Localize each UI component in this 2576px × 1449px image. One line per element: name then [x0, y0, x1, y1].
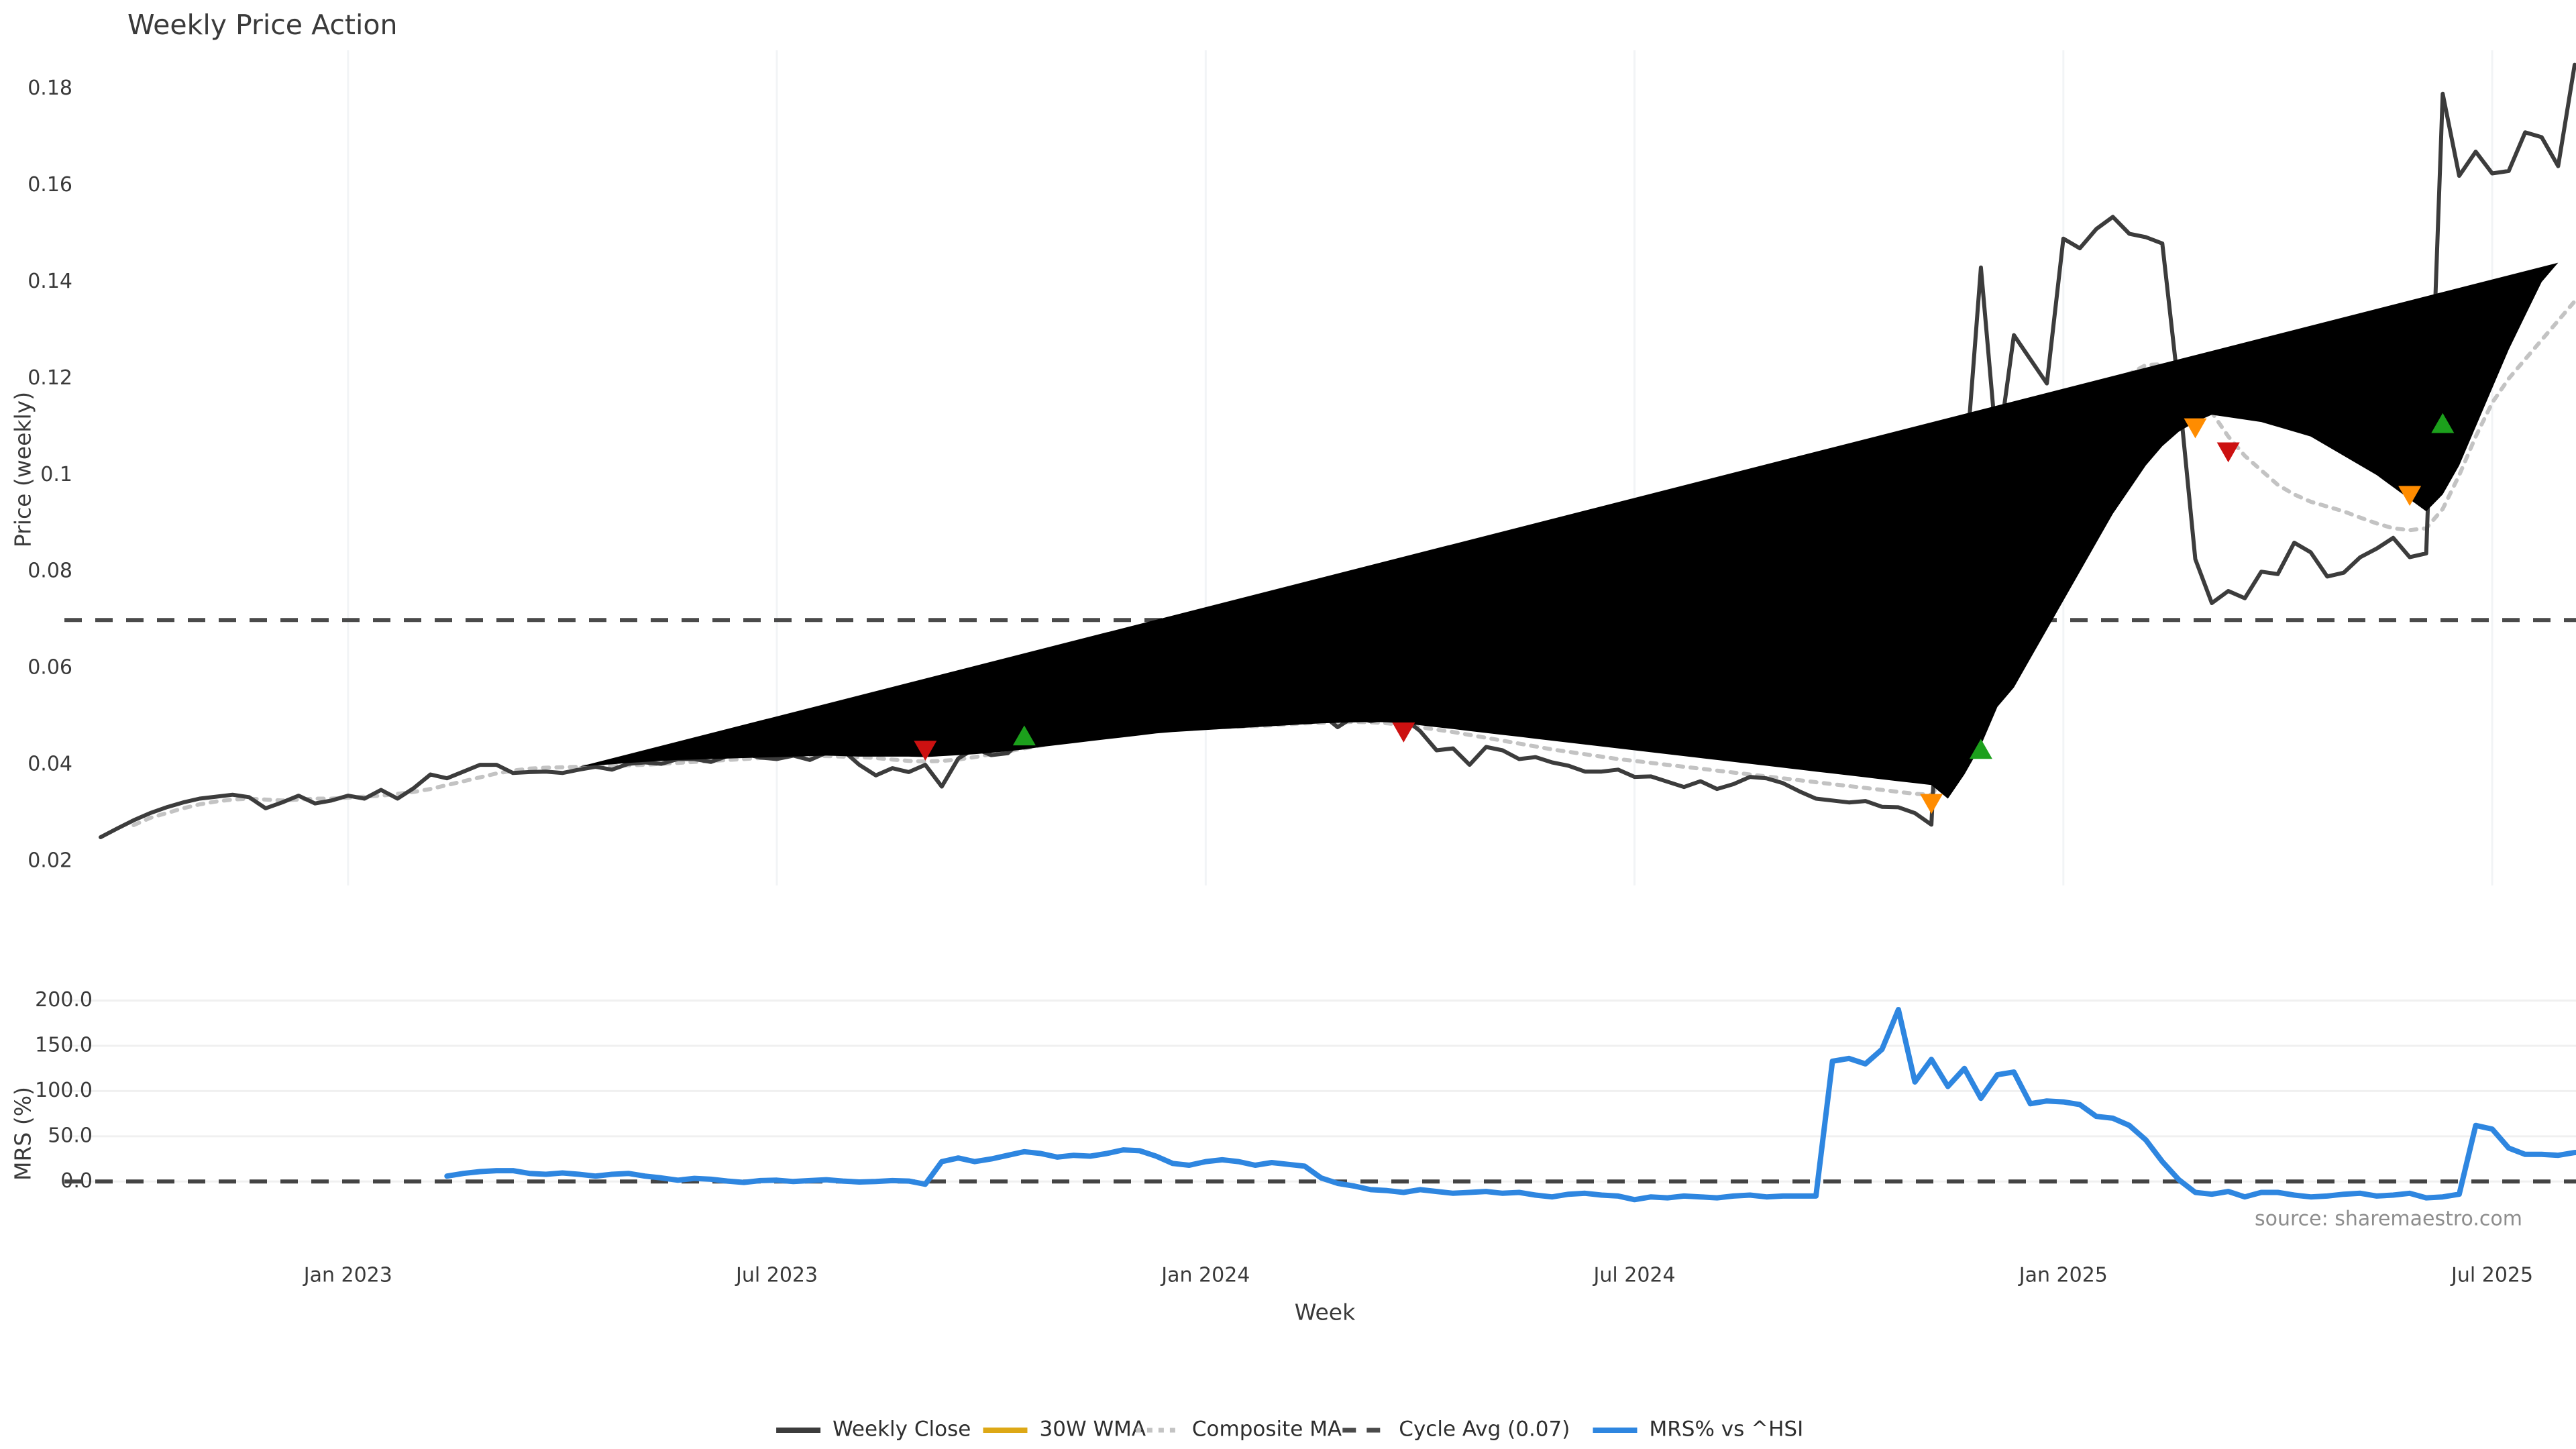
- price-y-tick-label: 0.08: [28, 559, 72, 583]
- mrs-axis-label: MRS (%): [10, 1087, 36, 1181]
- signal-marker-warn-icon: [2184, 418, 2207, 439]
- legend-label: Cycle Avg (0.07): [1399, 1417, 1570, 1442]
- mrs-y-tick-label: 150.0: [35, 1033, 93, 1057]
- signal-marker-warn-icon: [2398, 486, 2422, 506]
- series-mrs-vs-hsi: [444, 1007, 2576, 1203]
- price-y-tick-label: 0.04: [28, 753, 72, 776]
- price-y-tick-label: 0.14: [28, 270, 72, 293]
- x-tick-label: Jul 2025: [2450, 1264, 2533, 1287]
- series-weekly-close: [99, 62, 2576, 839]
- legend-item[interactable]: Cycle Avg (0.07): [1342, 1417, 1570, 1442]
- price-vertical-gridlines: [347, 50, 2493, 885]
- price-panel: 0.02 0.04 0.06 0.08 0.1 0.12 0.14 0.16 0.18 Pric…: [10, 50, 2576, 885]
- mrs-y-tick-label: 50.0: [48, 1124, 93, 1147]
- mrs-y-tick-label: 100.0: [35, 1079, 93, 1102]
- legend-item[interactable]: Composite MA: [1135, 1417, 1342, 1442]
- legend-label: 30W WMA: [1040, 1417, 1146, 1442]
- legend-label: MRS% vs ^HSI: [1650, 1417, 1804, 1442]
- x-tick-label: Jan 2024: [1160, 1264, 1250, 1287]
- signal-marker-sell-icon: [914, 741, 937, 761]
- legend-item[interactable]: MRS% vs ^HSI: [1593, 1417, 1804, 1442]
- mrs-series-group: [64, 1007, 2576, 1203]
- price-y-tick-label: 0.02: [28, 849, 72, 873]
- signal-marker-buy-icon: [1969, 739, 1992, 759]
- legend-label: Composite MA: [1192, 1417, 1342, 1442]
- legend-item[interactable]: 30W WMA: [983, 1417, 1146, 1442]
- x-axis-label: Week: [1295, 1299, 1356, 1326]
- legend-label: Weekly Close: [833, 1417, 971, 1442]
- signal-marker-warn-icon: [1920, 794, 1943, 814]
- signal-marker-sell-icon: [1392, 722, 1415, 743]
- price-series-group: [64, 62, 2576, 839]
- series-composite-ma: [131, 297, 2576, 827]
- price-signal-markers: [914, 413, 2455, 814]
- signal-marker-sell-icon: [2216, 442, 2240, 463]
- series-30w-wma: [579, 262, 2559, 799]
- price-y-tick-label: 0.06: [28, 656, 72, 680]
- source-credit: source: sharemaestro.com: [2255, 1208, 2522, 1231]
- x-tick-labels: Jan 2023 Jul 2023 Jan 2024 Jul 2024 Jan 2025…: [303, 1264, 2533, 1287]
- price-y-tick-labels: 0.02 0.04 0.06 0.08 0.1 0.12 0.14 0.16 0.18: [28, 76, 72, 872]
- price-y-tick-label: 0.16: [28, 173, 72, 197]
- legend: Weekly Close 30W WMA Composite MA Cycle Avg…: [776, 1417, 1803, 1442]
- price-y-tick-label: 0.1: [40, 463, 72, 486]
- mrs-y-tick-label: 200.0: [35, 988, 93, 1012]
- signal-marker-buy-icon: [2431, 413, 2455, 433]
- x-tick-label: Jan 2023: [303, 1264, 392, 1287]
- mrs-horizontal-gridlines: [64, 999, 2576, 1183]
- x-tick-label: Jan 2025: [2018, 1264, 2108, 1287]
- x-tick-label: Jul 2024: [1593, 1264, 1676, 1287]
- price-y-tick-label: 0.12: [28, 366, 72, 390]
- price-y-tick-label: 0.18: [28, 76, 72, 100]
- price-axis-label: Price (weekly): [10, 392, 36, 547]
- signal-marker-buy-icon: [1012, 725, 1036, 746]
- page-title: Weekly Price Action: [127, 9, 397, 41]
- x-tick-label: Jul 2023: [735, 1264, 818, 1287]
- legend-item[interactable]: Weekly Close: [776, 1417, 971, 1442]
